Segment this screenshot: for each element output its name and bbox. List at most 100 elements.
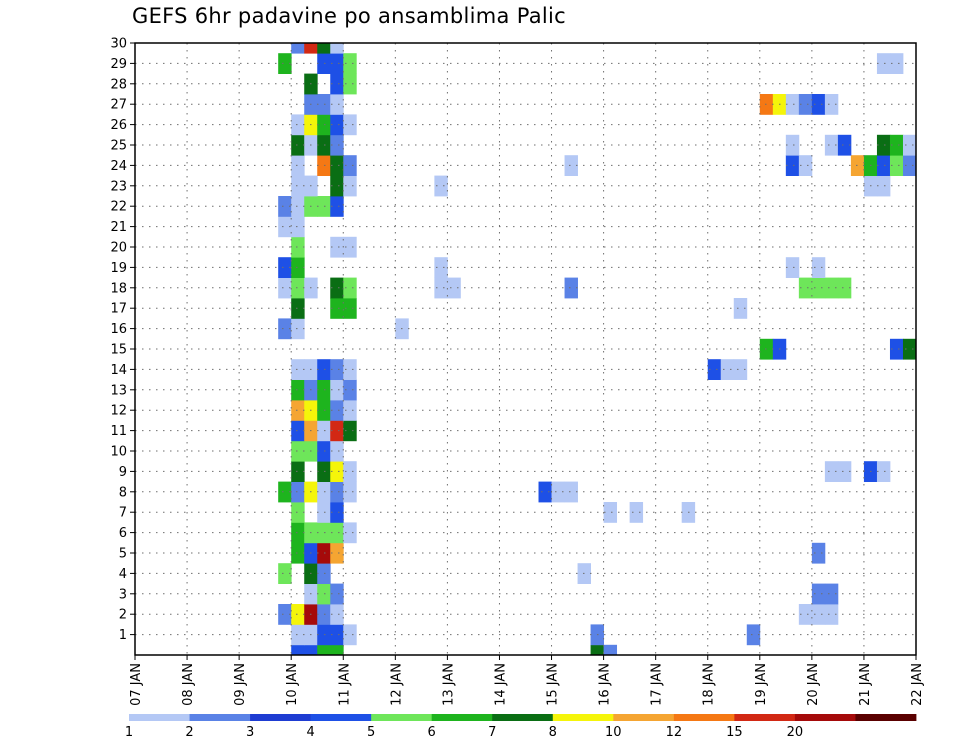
y-tick-label: 24 <box>110 159 127 174</box>
heatmap-cell <box>538 481 552 503</box>
heatmap-cell <box>291 440 305 462</box>
heatmap-cell <box>317 604 331 625</box>
heatmap-cell <box>330 420 344 442</box>
colorbar-swatch <box>855 714 917 721</box>
heatmap-cell <box>343 73 357 95</box>
colorbar-label: 6 <box>428 725 436 740</box>
heatmap-cell <box>603 644 618 655</box>
heatmap-cell <box>343 359 357 380</box>
heatmap-cell <box>317 400 331 421</box>
heatmap-cell <box>798 604 813 625</box>
heatmap-cell <box>707 359 722 380</box>
heatmap-cell <box>850 155 865 176</box>
heatmap-cell <box>330 481 344 503</box>
colorbar-label: 8 <box>549 725 557 740</box>
heatmap-cell <box>759 338 774 360</box>
heatmap-cell <box>317 114 331 136</box>
x-tick-label: 12 JAN <box>389 663 404 706</box>
heatmap-cell <box>330 134 344 156</box>
y-tick-label: 8 <box>119 485 127 500</box>
heatmap-cell <box>291 114 305 136</box>
y-tick-label: 7 <box>119 506 127 521</box>
heatmap-cell <box>876 155 891 176</box>
heatmap-cell <box>291 502 305 523</box>
heatmap-cell <box>317 481 331 503</box>
y-tick-label: 19 <box>110 261 127 276</box>
y-tick-label: 2 <box>119 608 127 623</box>
heatmap-cell <box>317 94 331 115</box>
heatmap-cell <box>330 175 344 197</box>
heatmap-cell <box>343 624 357 646</box>
x-tick-label: 18 JAN <box>702 663 717 706</box>
colorbar-label: 20 <box>787 725 804 740</box>
heatmap-cell <box>889 134 904 156</box>
heatmap-cell <box>317 583 331 605</box>
heatmap-cell <box>798 277 813 299</box>
heatmap-cell <box>278 53 292 74</box>
heatmap-cell <box>291 644 305 655</box>
x-tick-label: 14 JAN <box>493 663 508 706</box>
heatmap-cell <box>291 542 305 564</box>
heatmap-cell <box>902 134 916 156</box>
heatmap-cell <box>551 481 565 503</box>
colorbar-label: 4 <box>306 725 314 740</box>
heatmap-cell <box>343 155 357 176</box>
heatmap-cell <box>291 522 305 544</box>
heatmap-cell <box>889 155 904 176</box>
heatmap-cell <box>343 481 357 503</box>
heatmap-cell <box>824 94 839 115</box>
heatmap-cell <box>343 522 357 544</box>
heatmap-cell <box>317 461 331 482</box>
heatmap-cell <box>291 216 305 238</box>
heatmap-cell <box>590 644 604 655</box>
heatmap-cell <box>330 277 344 299</box>
y-tick-label: 3 <box>119 587 127 602</box>
heatmap-cell <box>291 359 305 380</box>
heatmap-cell <box>330 624 344 646</box>
heatmap-cell <box>278 563 292 584</box>
y-tick-label: 18 <box>110 281 127 296</box>
colorbar-label: 3 <box>246 725 254 740</box>
heatmap-cell <box>330 400 344 421</box>
x-tick-label: 11 JAN <box>337 663 352 706</box>
y-axis: 1234567891011121314151617181920212223242… <box>110 37 135 643</box>
heatmap-cell <box>629 502 644 523</box>
heatmap-cell <box>798 94 813 115</box>
heatmap-cell <box>291 318 305 340</box>
heatmap-cell <box>291 277 305 299</box>
heatmap-cell <box>434 257 448 278</box>
heatmap-cell <box>785 155 800 176</box>
heatmap-cell <box>304 43 318 54</box>
heatmap-cell <box>317 379 331 401</box>
y-tick-label: 4 <box>119 567 127 582</box>
heatmap-cell <box>330 502 344 523</box>
y-tick-label: 20 <box>110 241 127 256</box>
heatmap-cell <box>278 318 292 340</box>
heatmap-cell <box>291 175 305 197</box>
heatmap-cell <box>564 481 578 503</box>
heatmap-cell <box>317 542 331 564</box>
heatmap-cell <box>304 644 318 655</box>
heatmap-cell <box>746 624 761 646</box>
heatmap-cell <box>811 604 826 625</box>
x-tick-label: 22 JAN <box>910 663 925 706</box>
heatmap-cell <box>343 420 357 442</box>
y-tick-label: 22 <box>110 200 127 215</box>
heatmap-cell <box>837 277 852 299</box>
heatmap-cell <box>343 277 357 299</box>
heatmap-cell <box>291 155 305 176</box>
y-tick-label: 15 <box>110 343 127 358</box>
heatmap-cell <box>291 134 305 156</box>
heatmap-cell <box>824 277 839 299</box>
y-tick-label: 1 <box>119 628 127 643</box>
heatmap-cell <box>278 604 292 625</box>
heatmap-cell <box>889 53 904 74</box>
heatmap-cell <box>291 400 305 421</box>
x-axis: 07 JAN 08 JAN 09 JAN 10 JAN 11 JAN 12 JAN 13 J… <box>129 655 925 706</box>
heatmap-cell <box>291 379 305 401</box>
heatmap-cell <box>564 277 578 299</box>
chart-title: GEFS 6hr padavine po ansamblima Palic <box>132 4 567 28</box>
heatmap-cell <box>343 53 357 74</box>
heatmap-cell <box>330 461 344 482</box>
heatmap-cell <box>291 624 305 646</box>
